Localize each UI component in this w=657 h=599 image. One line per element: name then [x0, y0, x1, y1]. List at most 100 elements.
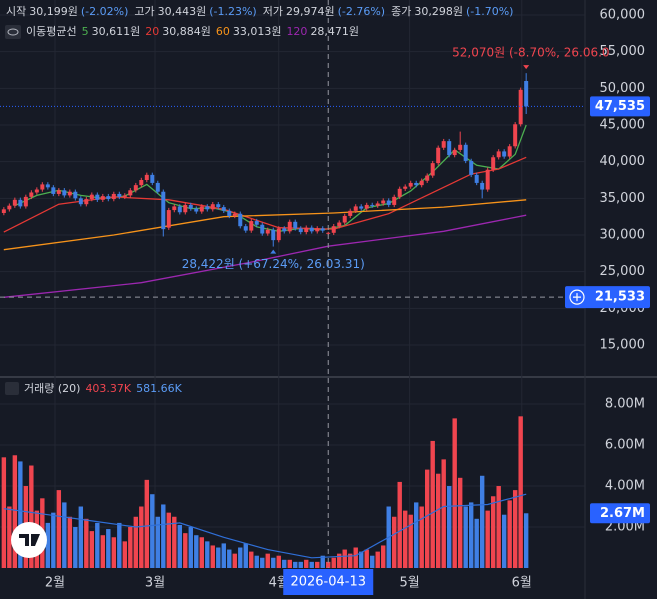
volume-bar: [364, 549, 369, 568]
candle-body: [282, 228, 287, 232]
candle-body: [485, 169, 490, 190]
volume-bar: [315, 561, 320, 568]
volume-bar: [100, 535, 106, 568]
candle-body: [1, 209, 6, 213]
candle-body: [216, 204, 221, 208]
candle-body: [210, 204, 215, 210]
last-volume-badge: [590, 503, 650, 524]
candle-body: [491, 157, 496, 170]
ma-name: 120: [286, 25, 307, 38]
volume-bar: [12, 455, 18, 568]
volume-bar: [353, 547, 358, 568]
volume-bar: [210, 545, 215, 568]
volume-bar: [1, 457, 7, 568]
candle-body: [381, 200, 386, 204]
volume-bar: [172, 516, 177, 568]
candle-body: [337, 222, 342, 227]
candle-body: [23, 196, 28, 207]
last-price-label: 47,535: [595, 99, 645, 114]
volume-bar: [326, 561, 331, 568]
volume-bar: [56, 490, 62, 568]
volume-bar: [496, 486, 501, 568]
volume-bar: [232, 553, 237, 568]
volume-bar: [144, 479, 149, 568]
candle-body: [12, 199, 17, 206]
volume-bar: [512, 490, 518, 568]
ma-line: [3, 214, 527, 298]
ohlc-label: 종가: [391, 5, 411, 18]
candle-body: [397, 188, 402, 197]
volume-bar: [392, 516, 397, 568]
volume-bar: [177, 524, 182, 568]
volume-bar: [133, 516, 139, 568]
ma-value: 28,471원: [310, 25, 359, 38]
candle-body: [474, 174, 479, 183]
candle-body: [452, 149, 457, 156]
volume-bar: [474, 518, 479, 568]
visibility-toggle[interactable]: [5, 25, 21, 39]
volume-bar: [331, 557, 336, 568]
ohlc-value: 29,974원: [286, 5, 335, 18]
volume-bar: [457, 477, 463, 568]
candle-body: [227, 210, 232, 216]
candle-body: [469, 160, 474, 175]
volume-value: 403.37K: [85, 382, 131, 395]
volume-bar: [518, 416, 523, 568]
volume-bar: [485, 510, 490, 568]
y-tick-label: 60,000: [600, 7, 646, 22]
ohlc-label: 저가: [263, 5, 283, 18]
candle-body: [359, 206, 364, 209]
volume-bar: [287, 559, 292, 568]
candle-body: [95, 194, 100, 200]
ohlc-change: (-1.23%): [209, 5, 257, 18]
candle-body: [419, 180, 424, 186]
ma-value: 33,013원: [233, 25, 282, 38]
ma-name: 5: [82, 25, 89, 38]
volume-bar: [122, 541, 128, 568]
candle-body: [100, 196, 105, 200]
volume-toggle[interactable]: [5, 382, 19, 395]
y-tick-label: 55,000: [600, 44, 646, 59]
volume-bar: [260, 557, 265, 568]
volume-bar: [408, 514, 413, 568]
ma-title: 이동평균선: [26, 25, 77, 38]
candle-body: [34, 189, 39, 193]
volume-bar: [265, 553, 270, 568]
candle-body: [458, 144, 463, 150]
candle-body: [183, 204, 188, 213]
candle-body: [375, 203, 380, 206]
volume-bar: [199, 537, 204, 568]
candle-body: [45, 184, 50, 188]
candle-body: [265, 229, 270, 234]
candle-body: [524, 80, 529, 107]
volume-bar: [446, 486, 452, 568]
candle-body: [392, 196, 397, 205]
y-tick-label: 30,000: [600, 228, 646, 243]
volume-tick-label: 4.00M: [605, 479, 645, 494]
add-alert-button[interactable]: [569, 289, 585, 305]
volume-bar: [397, 481, 402, 568]
candle-body: [188, 204, 193, 209]
volume-bar: [254, 555, 259, 568]
ohlc-label: 시작: [6, 5, 26, 18]
candle-body: [348, 210, 353, 216]
candle-body: [199, 206, 204, 212]
candle-body: [205, 206, 210, 210]
candle-body: [122, 195, 127, 197]
volume-bar: [95, 522, 100, 568]
ohlc-value: 30,199원: [29, 5, 78, 18]
volume-bar: [441, 459, 446, 568]
volume-bar: [139, 506, 144, 568]
ohlc-change: (-2.76%): [338, 5, 386, 18]
volume-bar: [523, 513, 529, 568]
candle-body: [260, 224, 265, 234]
volume-bar: [452, 418, 457, 568]
candle-body: [62, 190, 67, 196]
candle-body: [309, 227, 314, 232]
candle-body: [139, 179, 144, 186]
candle-body: [320, 228, 325, 231]
candle-body: [150, 174, 155, 183]
candle-body: [111, 193, 116, 200]
candle-body: [403, 186, 408, 189]
candle-body: [177, 206, 182, 213]
